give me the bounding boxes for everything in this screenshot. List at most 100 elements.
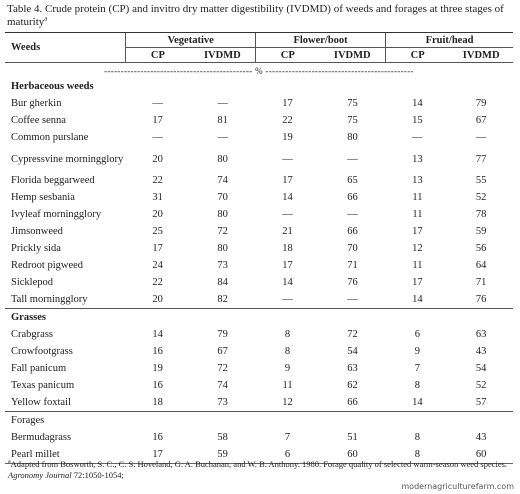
- row-name: Cypressvine morningglory: [11, 153, 124, 165]
- ivdmd-value: 54: [347, 346, 358, 357]
- section-row: Forages: [5, 411, 513, 429]
- ivdmd-value: 56: [475, 243, 487, 254]
- cp-value: 25: [152, 226, 163, 237]
- ivdmd-value: 79: [217, 329, 228, 340]
- row-name: Crabgrass: [11, 329, 53, 340]
- data-table: Weeds Vegetative Flower/boot Fruit/head …: [5, 32, 513, 464]
- ivdmd-value: 43: [475, 346, 487, 357]
- table-row: Cypressvine morningglory 20 80 — — 13 77: [5, 146, 513, 172]
- ivdmd-value: 76: [475, 294, 487, 305]
- cp-value: 17: [412, 277, 423, 288]
- header-vegetative: Vegetative: [125, 32, 256, 48]
- ivdmd-value: 75: [347, 98, 358, 109]
- footnote-journal: Agronomy Journal: [8, 469, 72, 480]
- cp-value: 11: [412, 260, 423, 271]
- table-row: Tall morningglory 20 82 — — 14 76: [5, 291, 513, 309]
- ivdmd-value: 79: [475, 98, 487, 109]
- table-row: Pearl millet 17 59 6 60 8 60: [5, 446, 513, 464]
- section-row: Grasses: [5, 308, 513, 326]
- footnote-pages: 72:1050-1054;: [73, 469, 124, 480]
- table-row: Bur gherkin — — 17 75 14 79: [5, 95, 513, 112]
- ivdmd-value: 65: [347, 175, 358, 186]
- row-name: Bermudagrass: [11, 432, 72, 443]
- ivdmd-value: 57: [475, 397, 487, 408]
- row-name: Pearl millet: [11, 449, 60, 460]
- cp-value: 22: [152, 277, 163, 288]
- table-row: Yellow foxtail 18 73 12 66 14 57: [5, 394, 513, 412]
- header-cp: CP: [125, 47, 190, 63]
- header-flower-boot: Flower/boot: [255, 32, 386, 48]
- header-weeds: Weeds: [5, 32, 126, 63]
- cp-value: 16: [152, 432, 163, 443]
- cp-value: 14: [412, 397, 423, 408]
- cp-value: 21: [282, 226, 293, 237]
- cp-value: 8: [414, 432, 421, 443]
- caption-footnote-mark: a: [44, 14, 48, 23]
- cp-value: 6: [414, 329, 421, 340]
- cp-value: 19: [282, 132, 293, 143]
- ivdmd-value: 82: [217, 294, 228, 305]
- row-name: Texas panicum: [11, 380, 75, 391]
- cp-value: 14: [282, 192, 293, 203]
- ivdmd-value: 78: [475, 209, 487, 220]
- header-ivdmd: IVDMD: [319, 47, 386, 63]
- cp-value: 8: [414, 449, 421, 460]
- header-ivdmd: IVDMD: [189, 47, 256, 63]
- cp-value: 17: [282, 260, 293, 271]
- cp-value: 13: [412, 175, 423, 186]
- row-name: Ivyleaf morningglory: [11, 209, 102, 220]
- ivdmd-value: 71: [347, 260, 358, 271]
- ivdmd-value: 67: [217, 346, 228, 357]
- ivdmd-value: 71: [475, 277, 487, 288]
- ivdmd-value: 74: [217, 175, 228, 186]
- table-body: ----------------------------------------…: [5, 63, 513, 464]
- ivdmd-value: 70: [347, 243, 358, 254]
- cp-value: 17: [152, 115, 163, 126]
- cp-value: 13: [412, 153, 423, 165]
- table-row: Crowfootgrass 16 67 8 54 9 43: [5, 343, 513, 360]
- cp-value: —: [282, 294, 293, 305]
- cp-value: 15: [412, 115, 423, 126]
- table-row: Ivyleaf morningglory 20 80 — — 11 78: [5, 206, 513, 223]
- cp-value: 17: [282, 175, 293, 186]
- watermark: modernagriculturefarm.com: [401, 482, 514, 491]
- ivdmd-value: 80: [217, 209, 228, 220]
- ivdmd-value: 77: [475, 153, 487, 165]
- cp-value: 31: [152, 192, 163, 203]
- ivdmd-value: 66: [347, 192, 358, 203]
- ivdmd-value: 62: [347, 380, 358, 391]
- row-name: Crowfootgrass: [11, 346, 73, 357]
- cp-value: 14: [412, 294, 423, 305]
- cp-value: 17: [152, 449, 163, 460]
- ivdmd-value: 52: [475, 192, 487, 203]
- cp-value: 14: [282, 277, 293, 288]
- row-name: Sicklepod: [11, 277, 53, 288]
- table-row: Coffee senna 17 81 22 75 15 67: [5, 112, 513, 129]
- ivdmd-value: —: [347, 153, 358, 165]
- header-fruit-head: Fruit/head: [385, 32, 513, 48]
- cp-value: 22: [152, 175, 163, 186]
- cp-value: 20: [152, 153, 163, 165]
- row-name: Bur gherkin: [11, 98, 62, 109]
- cp-value: 19: [152, 363, 163, 374]
- ivdmd-value: 67: [475, 115, 487, 126]
- cp-value: 16: [152, 346, 163, 357]
- percent-row: ----------------------------------------…: [5, 63, 513, 79]
- cp-value: —: [152, 98, 163, 109]
- row-name: Redroot pigweed: [11, 260, 84, 271]
- ivdmd-value: —: [217, 98, 228, 109]
- table-row: Redroot pigweed 24 73 17 71 11 64: [5, 257, 513, 274]
- ivdmd-value: 80: [347, 132, 358, 143]
- cp-value: 18: [282, 243, 293, 254]
- cp-value: —: [282, 153, 293, 165]
- footnote-text: Adapted from Bosworth, S. C., C. S. Hove…: [10, 458, 508, 469]
- table-row: Hemp sesbania 31 70 14 66 11 52: [5, 189, 513, 206]
- header-group-row: Weeds Vegetative Flower/boot Fruit/head: [5, 32, 513, 63]
- ivdmd-value: 59: [217, 449, 228, 460]
- percent-label: ----------------------------------------…: [104, 65, 414, 76]
- cp-value: 9: [284, 363, 291, 374]
- section-row: Herbaceous weeds: [5, 78, 513, 95]
- ivdmd-value: —: [475, 132, 487, 143]
- table-row: Common purslane — — 19 80 — —: [5, 129, 513, 146]
- cp-value: 17: [412, 226, 423, 237]
